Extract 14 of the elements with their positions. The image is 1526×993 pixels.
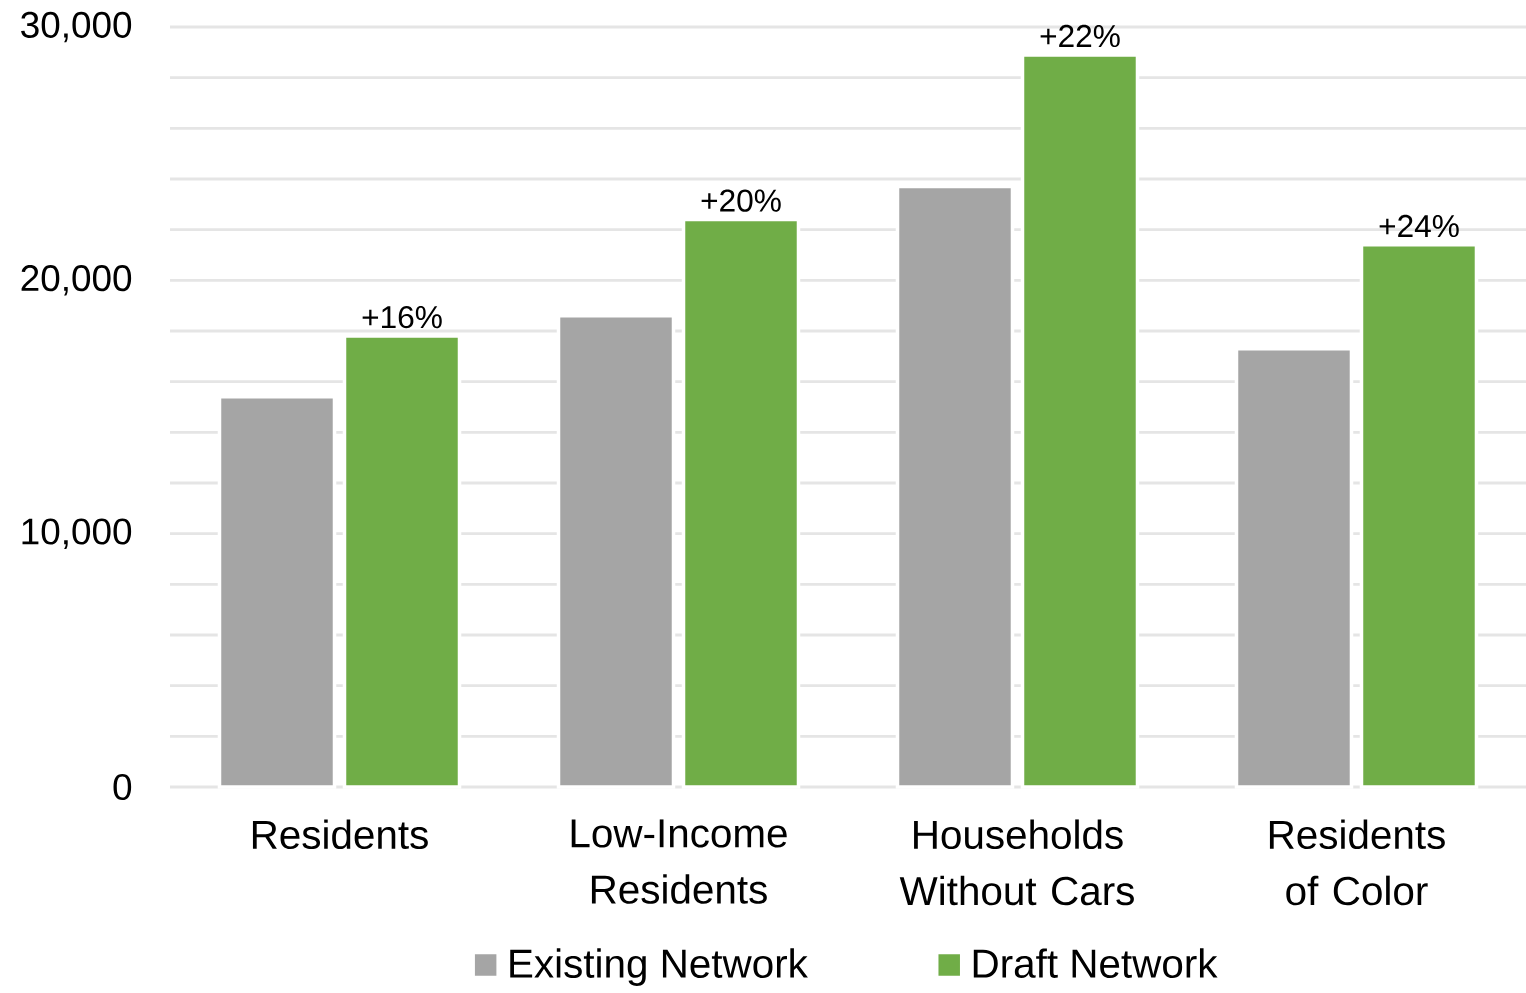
x-tick-label: Households Without Cars bbox=[899, 819, 1134, 906]
x-tick-label: Residents of Color bbox=[1269, 819, 1445, 906]
y-tick-label: 20,000 bbox=[21, 265, 132, 296]
annotation: +16% bbox=[362, 305, 442, 329]
annotation: +20% bbox=[701, 189, 781, 212]
annotation: +24% bbox=[1379, 214, 1459, 238]
y-tick-label: 0 bbox=[113, 773, 132, 801]
x-tick-label: Residents bbox=[252, 819, 428, 850]
legend-label: Existing Network bbox=[510, 948, 808, 986]
x-tick-label: Low-Income Residents bbox=[571, 819, 787, 904]
y-tick-label: 10,000 bbox=[22, 518, 132, 549]
annotation: +22% bbox=[1040, 24, 1120, 48]
y-tick-label: 30,000 bbox=[21, 11, 132, 43]
legend-label: Draft Network bbox=[973, 948, 1218, 978]
